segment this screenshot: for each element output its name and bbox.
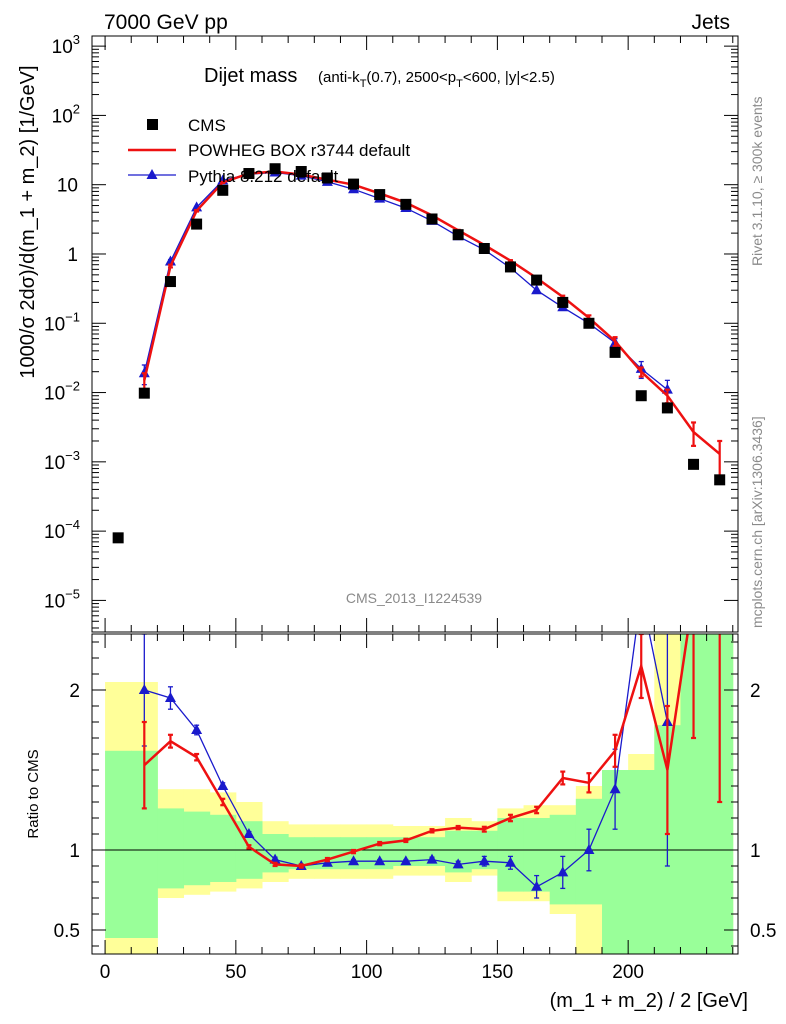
ratio-panel: 0.5 0.5 1 1 2 2 0 50 100 150 200 Ratio to CMS (m_1… bbox=[25, 588, 776, 1012]
ratio-y-tick-label: 2 bbox=[69, 681, 80, 702]
x-tick-label: 0 bbox=[100, 962, 111, 983]
cms-point bbox=[478, 242, 490, 254]
main-y-tick-label: 103 bbox=[52, 32, 80, 58]
pythia-ratio-point bbox=[426, 853, 438, 864]
cms-point bbox=[295, 166, 307, 178]
plot-title-sub: (anti-kT(0.7), 2500<pT<600, |y|<2.5) bbox=[318, 69, 555, 90]
main-y-tick-label: 1 bbox=[67, 245, 78, 266]
pythia-ratio-point bbox=[557, 866, 569, 877]
main-y-tick-label: 10−2 bbox=[44, 379, 80, 405]
cms-point bbox=[531, 274, 543, 286]
uncertainty-band-inner bbox=[209, 814, 237, 882]
ratio-y-tick-label-right: 1 bbox=[750, 841, 761, 862]
cms-point bbox=[348, 178, 360, 190]
pythia-ratio-point bbox=[452, 858, 464, 869]
pythia-ratio-point bbox=[636, 588, 647, 598]
uncertainty-band-inner bbox=[628, 770, 655, 954]
cms-point bbox=[557, 296, 569, 308]
legend-label-pythia: Pythia 8.212 default bbox=[188, 167, 339, 186]
pythia-ratio-point bbox=[400, 855, 412, 866]
cms-point bbox=[504, 261, 516, 273]
main-y-tick-label: 10 bbox=[57, 176, 78, 197]
cms-point bbox=[400, 198, 412, 210]
cms-point bbox=[138, 387, 150, 399]
cms-point bbox=[661, 402, 673, 414]
cms-point bbox=[164, 276, 176, 288]
pythia-ratio-point bbox=[478, 855, 490, 866]
main-y-tick-label: 10−1 bbox=[44, 309, 80, 335]
ratio-y-tick-label-right: 2 bbox=[750, 681, 761, 702]
cms-point bbox=[714, 474, 726, 486]
cms-point bbox=[426, 213, 438, 225]
cms-point bbox=[374, 189, 386, 201]
legend-label-cms: CMS bbox=[188, 116, 226, 135]
process-label: Jets bbox=[691, 11, 730, 34]
uncertainty-band-inner bbox=[157, 808, 185, 889]
cms-point bbox=[452, 229, 464, 241]
main-y-tick-label: 102 bbox=[52, 101, 80, 127]
cms-point bbox=[583, 317, 595, 329]
pythia-ratio-point bbox=[374, 855, 386, 866]
x-axis-label: (m_1 + m_2) / 2 [GeV] bbox=[550, 990, 748, 1012]
cms-point bbox=[243, 168, 255, 180]
uncertainty-band-inner bbox=[105, 750, 132, 938]
pythia-ratio-point bbox=[504, 856, 516, 867]
ratio-frame bbox=[91, 633, 739, 955]
ratio-y-tick-label: 0.5 bbox=[54, 921, 80, 942]
pythia-ratio-point bbox=[164, 692, 176, 702]
main-y-tick-label: 10−3 bbox=[44, 448, 80, 474]
pythia-ratio-point bbox=[348, 855, 360, 866]
ratio-y-tick-label-right: 0.5 bbox=[750, 921, 776, 942]
pythia-ratio-point bbox=[531, 880, 543, 891]
pythia-ratio-point bbox=[217, 780, 229, 790]
pythia-ratio-point bbox=[243, 828, 255, 838]
main-panel: 10−5 10−4 10−3 10−2 10−1 1 10 102 103 Dijet mass… bbox=[17, 32, 739, 633]
cms-point bbox=[321, 172, 333, 184]
pythia-point bbox=[531, 284, 543, 295]
legend-label-powheg: POWHEG BOX r3744 default bbox=[188, 141, 410, 160]
x-tick-label: 100 bbox=[351, 962, 383, 983]
cms-point bbox=[112, 532, 124, 544]
plot-title-main: Dijet mass bbox=[204, 65, 297, 87]
analysis-label: CMS_2013_I1224539 bbox=[346, 590, 482, 606]
mcplots-label: mcplots.cern.ch [arXiv:1306.3436] bbox=[749, 416, 765, 628]
main-y-axis-label: 1000/σ 2dσ)/d(m_1 + m_2) [1/GeV] bbox=[17, 65, 39, 378]
legend: CMS POWHEG BOX r3744 default Pythia 8.21… bbox=[128, 116, 410, 186]
cms-point bbox=[688, 458, 700, 470]
ratio-y-axis-label: Ratio to CMS bbox=[25, 749, 42, 838]
pythia-ratio-point bbox=[609, 783, 621, 794]
ratio-y-tick-label: 1 bbox=[69, 841, 80, 862]
x-tick-label: 150 bbox=[482, 962, 514, 983]
pythia-ratio-point bbox=[191, 724, 203, 734]
cms-point bbox=[269, 163, 281, 175]
pythia-ratio-point bbox=[583, 844, 595, 854]
cms-point bbox=[609, 346, 621, 358]
energy-label: 7000 GeV pp bbox=[104, 11, 228, 34]
legend-marker-pythia bbox=[146, 169, 158, 179]
x-tick-label: 50 bbox=[225, 962, 246, 983]
pythia-ratio-point bbox=[138, 684, 150, 694]
legend-marker-cms bbox=[147, 119, 158, 130]
uncertainty-band-inner bbox=[497, 818, 525, 892]
cms-point bbox=[635, 390, 647, 402]
x-tick-label: 200 bbox=[612, 962, 644, 983]
main-y-tick-label: 10−5 bbox=[44, 586, 80, 612]
main-y-tick-label: 10−4 bbox=[44, 517, 80, 543]
rivet-label: Rivet 3.1.10, ≥ 300k events bbox=[749, 96, 765, 266]
cms-point bbox=[191, 218, 203, 230]
cms-point bbox=[217, 184, 229, 196]
uncertainty-band-inner bbox=[183, 811, 211, 886]
